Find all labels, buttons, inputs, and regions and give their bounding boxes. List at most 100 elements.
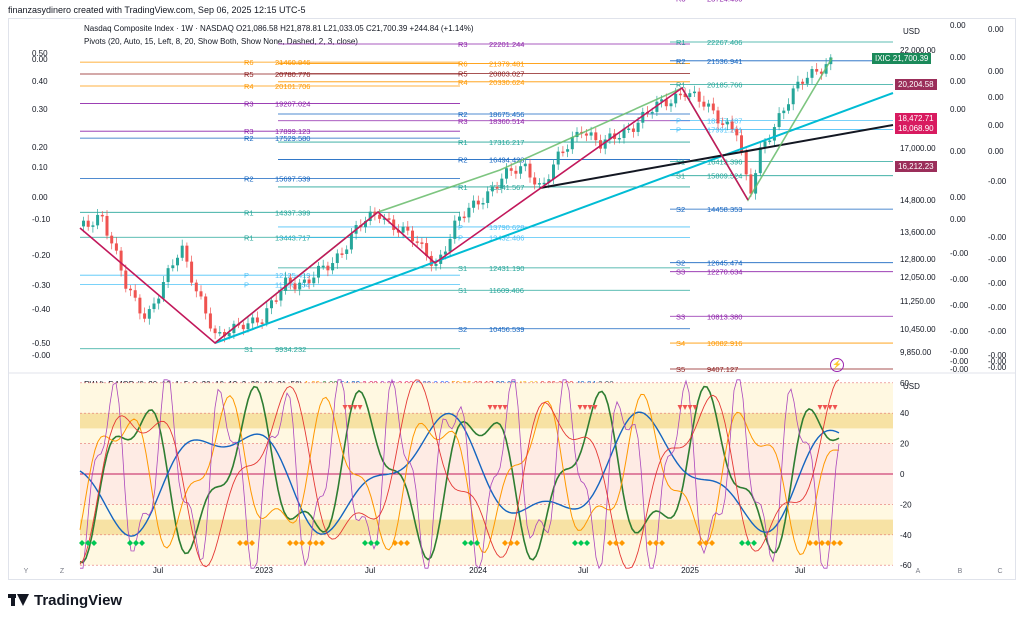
- zigzag-line: [79, 86, 749, 345]
- candle-body: [218, 332, 222, 334]
- osc-purple-line: [80, 378, 840, 570]
- aux-scale-a-tick: -0.00: [950, 327, 969, 336]
- aux-scale-b-tick: -0.00: [988, 177, 1007, 186]
- candle-body: [176, 257, 179, 266]
- pivot-level-name: R6: [244, 58, 254, 67]
- signal-diamond-icon: [368, 540, 374, 546]
- signal-diamond-icon: [831, 540, 837, 546]
- candle-body: [373, 211, 377, 215]
- axis-button-z: Z: [60, 568, 65, 575]
- tradingview-mark-icon: [8, 593, 30, 608]
- signal-diamond-icon: [133, 540, 139, 546]
- candle-body: [678, 93, 682, 96]
- pivot-level-value: 22267.406: [707, 38, 742, 47]
- candle-body: [190, 261, 194, 283]
- candle-body: [434, 263, 438, 266]
- candle-body: [387, 218, 391, 220]
- pivot-level-value: 20330.624: [489, 78, 524, 87]
- pivot-level-value: 11609.406: [489, 286, 524, 295]
- pivot-level-name: R3: [458, 40, 468, 49]
- aux-scale-a-tick: 0.00: [950, 105, 966, 114]
- aux-scale-b-tick: -0.00: [988, 327, 1007, 336]
- sell-arrow-icon: [692, 405, 698, 410]
- pivot-level-value: 12645.474: [707, 259, 742, 268]
- alert-icon[interactable]: ⚡: [830, 358, 844, 372]
- candle-body: [476, 200, 480, 205]
- signal-diamond-icon: [237, 540, 243, 546]
- left-scale-tick: 0.30: [32, 105, 48, 114]
- left-scale-tick: -0.20: [32, 251, 51, 260]
- signal-diamond-icon: [613, 540, 619, 546]
- signal-diamond-icon: [468, 540, 474, 546]
- osc-red-line: [79, 379, 840, 569]
- pivot-level-name: R1: [458, 138, 468, 147]
- candle-body: [495, 186, 499, 189]
- osc-blue-line: [79, 411, 840, 537]
- aux-scale-a-tick: -0.00: [950, 301, 969, 310]
- aux-scale-a-tick: -0.00: [950, 249, 969, 258]
- pivot-level-value: 21379.481: [489, 60, 524, 69]
- pivot-level-name: S2: [676, 259, 685, 268]
- signal-diamond-icon: [243, 540, 249, 546]
- signal-diamond-icon: [647, 540, 653, 546]
- candle-body: [279, 290, 283, 301]
- pivot-level-value: 20185.766: [707, 80, 742, 89]
- signal-diamond-icon: [91, 540, 97, 546]
- sell-arrow-icon: [822, 405, 828, 410]
- candle-body: [260, 322, 264, 324]
- candle-body: [763, 141, 767, 148]
- candle-body: [364, 221, 367, 228]
- signal-diamond-icon: [508, 540, 514, 546]
- candle-body: [758, 147, 762, 174]
- candle-body: [772, 127, 776, 141]
- pivot-level-value: 15341.567: [489, 183, 524, 192]
- candle-body: [472, 200, 476, 208]
- candle-body: [255, 317, 259, 323]
- pivots-legend[interactable]: Pivots (20, Auto, 15, Left, 8, 20, Show …: [84, 37, 358, 46]
- aux-scale-b-tick: -0.00: [988, 279, 1007, 288]
- signal-diamond-icon: [313, 540, 319, 546]
- candle-body: [302, 279, 306, 283]
- aux-scale-a-tick: -0.00: [950, 365, 969, 374]
- candle-body: [481, 202, 485, 205]
- pivot-level-name: P: [676, 125, 681, 134]
- candle-body: [533, 177, 537, 185]
- signal-diamond-icon: [514, 540, 520, 546]
- candle-body: [589, 132, 593, 136]
- candle-body: [265, 308, 269, 323]
- candle-body: [458, 216, 461, 221]
- candle-body: [711, 103, 715, 111]
- sell-arrow-icon: [582, 405, 588, 410]
- signal-diamond-icon: [287, 540, 293, 546]
- candle-body: [185, 245, 189, 262]
- pivot-level-name: R3: [458, 117, 468, 126]
- candle-body: [415, 241, 419, 243]
- sell-arrow-icon: [682, 405, 688, 410]
- left-scale-tick: -0.40: [32, 305, 51, 314]
- candle-body: [768, 140, 772, 143]
- price-badge: 20,204.58: [895, 79, 937, 90]
- pivot-level-name: R1: [676, 38, 686, 47]
- left-scale-tick: 0.00: [32, 55, 48, 64]
- trendline-cyan: [214, 92, 894, 344]
- pivots-legend-text: Pivots (20, Auto, 15, Left, 8, 20, Show …: [84, 37, 358, 46]
- candle-body: [655, 101, 659, 112]
- candle-body: [453, 220, 457, 239]
- pivot-level-name: P: [244, 281, 249, 290]
- candle-body: [570, 137, 574, 150]
- candle-body: [819, 71, 823, 74]
- tradingview-logo[interactable]: TradingView: [8, 592, 122, 609]
- aux-scale-b-tick: 0.00: [988, 147, 1004, 156]
- candle-body: [204, 296, 208, 314]
- pivot-level-name: P: [458, 223, 463, 232]
- candle-body: [636, 122, 640, 132]
- left-scale-tick: 0.10: [32, 163, 48, 172]
- symbol-legend[interactable]: Nasdaq Composite Index · 1W · NASDAQ O21…: [84, 24, 474, 33]
- candle-body: [143, 313, 147, 319]
- signal-diamond-icon: [703, 540, 709, 546]
- aux-scale-b-tick: -0.00: [988, 351, 1007, 360]
- candle-body: [129, 288, 132, 291]
- candle-body: [599, 140, 602, 149]
- aux-scale-a-tick: 0.00: [950, 53, 966, 62]
